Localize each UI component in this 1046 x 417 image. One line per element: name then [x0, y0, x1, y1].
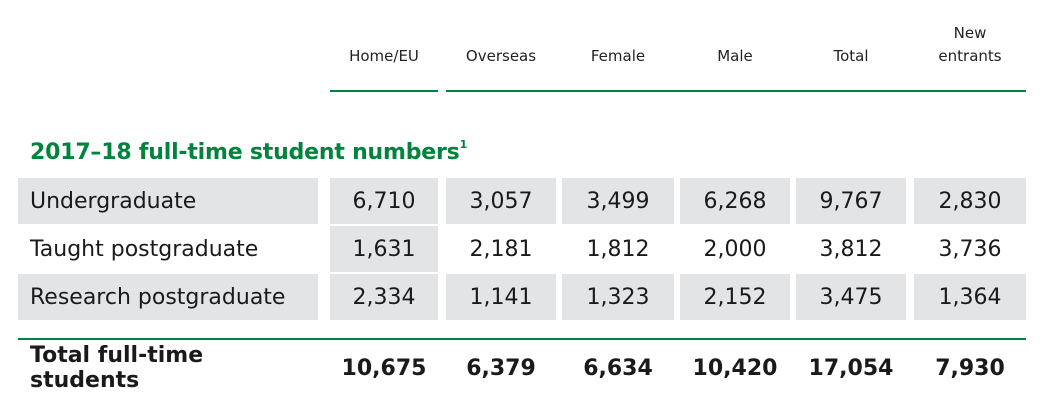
cell-male: 6,268 — [680, 178, 790, 224]
cell-female: 3,499 — [562, 178, 674, 224]
cell-overseas: 1,141 — [446, 274, 556, 320]
section-title: 2017–18 full-time student numbers1 — [30, 137, 468, 165]
cell-total: 9,767 — [796, 178, 906, 224]
total-overseas: 6,379 — [466, 355, 536, 381]
header-rule-right — [446, 90, 1026, 92]
table-row: Research postgraduate 2,334 1,141 1,323 … — [0, 274, 1046, 320]
col-header-total: Total — [833, 47, 869, 65]
row-label: Research postgraduate — [18, 274, 318, 320]
cell-new-entrants: 1,364 — [914, 274, 1026, 320]
total-rule — [18, 338, 1026, 340]
cell-male: 2,152 — [680, 274, 790, 320]
table-row: Undergraduate 6,710 3,057 3,499 6,268 9,… — [0, 178, 1046, 224]
table-row: Taught postgraduate 1,631 2,181 1,812 2,… — [0, 226, 1046, 272]
col-header-home-eu: Home/EU — [349, 47, 419, 65]
col-header-male: Male — [717, 47, 753, 65]
total-row: Total full-time students 10,675 6,379 6,… — [0, 343, 1046, 393]
total-home-eu: 10,675 — [341, 355, 427, 381]
total-label: Total full-time students — [30, 343, 204, 393]
total-female: 6,634 — [583, 355, 653, 381]
cell-male: 2,000 — [703, 236, 767, 262]
total-total: 17,054 — [808, 355, 894, 381]
header-rule-left — [330, 90, 438, 92]
col-header-overseas: Overseas — [465, 47, 537, 65]
cell-home-eu: 1,631 — [330, 226, 438, 272]
cell-overseas: 3,057 — [446, 178, 556, 224]
col-header-new-entrants: New entrants — [938, 24, 1002, 65]
cell-total: 3,812 — [819, 236, 883, 262]
section-footnote: 1 — [459, 137, 468, 151]
cell-new-entrants: 2,830 — [914, 178, 1026, 224]
total-new-entrants: 7,930 — [935, 355, 1005, 381]
cell-total: 3,475 — [796, 274, 906, 320]
cell-female: 1,323 — [562, 274, 674, 320]
cell-home-eu: 2,334 — [330, 274, 438, 320]
cell-home-eu: 6,710 — [330, 178, 438, 224]
col-header-female: Female — [590, 47, 646, 65]
cell-female: 1,812 — [586, 236, 650, 262]
section-title-text: 2017–18 full-time student numbers — [30, 140, 460, 165]
total-male: 10,420 — [692, 355, 778, 381]
row-label: Undergraduate — [18, 178, 318, 224]
cell-new-entrants: 3,736 — [938, 236, 1002, 262]
cell-overseas: 2,181 — [469, 236, 533, 262]
row-label: Taught postgraduate — [30, 236, 259, 262]
